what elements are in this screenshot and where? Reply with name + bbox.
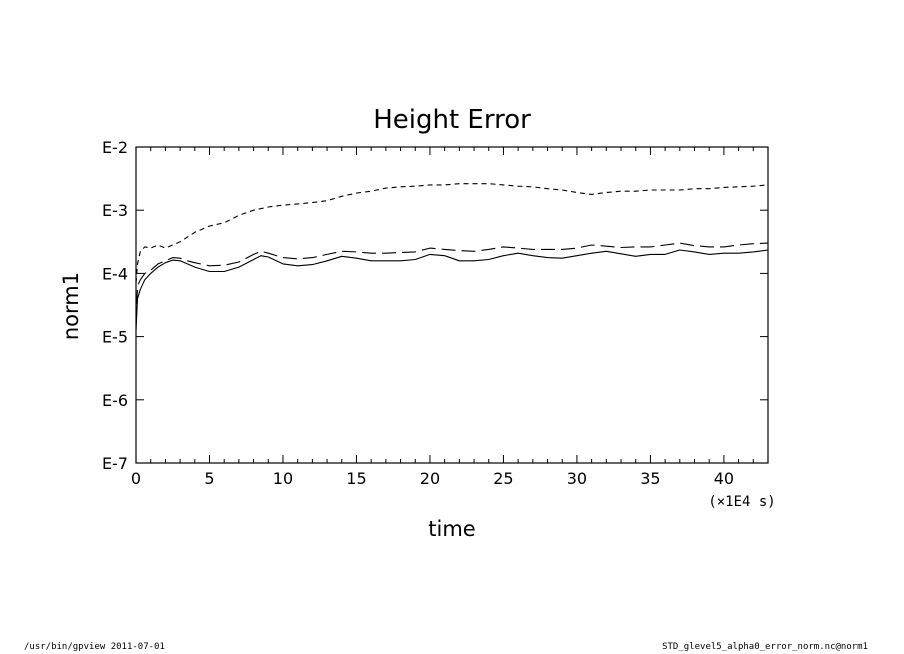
y-tick-label: E-7 [102,454,128,473]
y-tick-label: E-4 [102,264,128,283]
plot-area [135,183,769,331]
x-tick-label: 25 [493,469,513,488]
chart-title: Height Error [373,105,531,135]
footer-left-text: /usr/bin/gpview 2011-07-01 [24,642,165,652]
x-tick-label: 30 [567,469,587,488]
x-tick-label: 20 [420,469,440,488]
plot-frame [135,146,769,464]
x-tick-label: 10 [273,469,293,488]
footer-right-text: STD_glevel5_alpha0_error_norm.nc@norm1 [662,642,868,652]
series-line-2 [135,242,769,325]
y-axis-label: norm1 [59,272,83,340]
x-axis-unit-label: (×1E4 s) [708,494,775,510]
y-tick-label: E-2 [102,138,128,157]
x-tick-label: 40 [714,469,734,488]
y-tick-label: E-6 [102,391,128,410]
series-line-3 [135,249,769,331]
x-tick-label: 0 [131,469,141,488]
series-line-1 [135,183,769,283]
y-tick-label: E-3 [102,201,128,220]
x-axis-label: time [428,517,475,541]
x-tick-label: 5 [204,469,214,488]
x-tick-label: 15 [346,469,366,488]
x-tick-label: 35 [640,469,660,488]
axes: 0 5 10 15 20 25 30 35 40 E-7 E-6 E-5 E-4 E-3 E-2 [102,138,769,488]
y-tick-label: E-5 [102,328,128,347]
